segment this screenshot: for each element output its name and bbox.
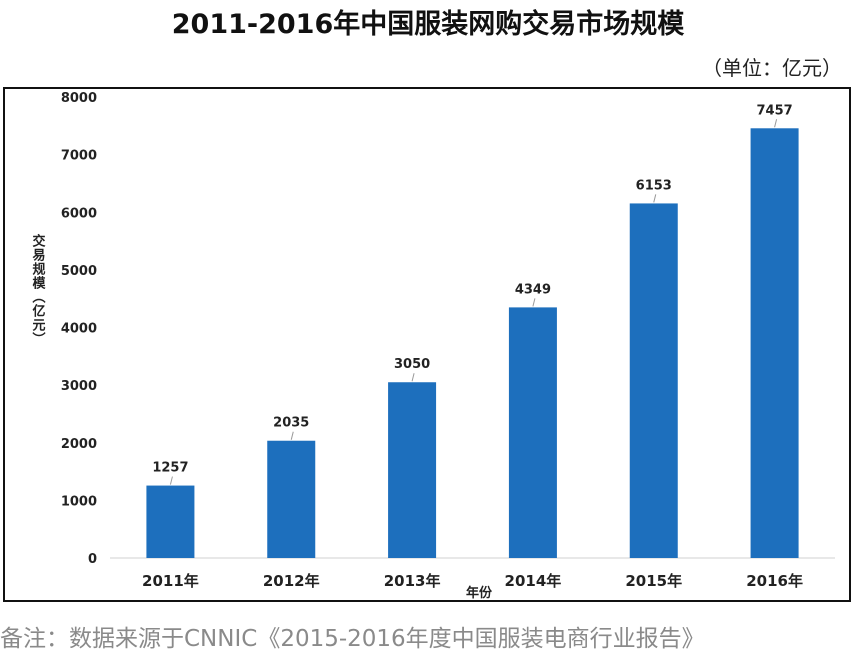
x-tick-labels: 2011年 2012年 2013年 2014年 2015年 2016年: [142, 572, 803, 590]
y-tick-label: 4000: [61, 322, 97, 337]
label-leader-line: [774, 119, 778, 128]
bar: [267, 440, 316, 558]
data-label: 4349: [515, 282, 551, 297]
y-tick-label: 3000: [61, 379, 97, 394]
source-note: 备注：数据来源于CNNIC《2015-2016年度中国服装电商行业报告》: [0, 626, 705, 652]
y-tick-label: 2000: [61, 437, 97, 452]
y-tick-labels: 0 1000 2000 3000 4000 5000 6000 7000 8000: [61, 91, 97, 567]
x-axis-title: 年份: [466, 585, 493, 600]
bar: [508, 307, 557, 558]
x-tick-label: 2015年: [625, 572, 682, 590]
data-label: 2035: [273, 416, 309, 431]
data-label: 7457: [756, 103, 792, 118]
x-tick-label: 2012年: [263, 572, 320, 590]
y-tick-label: 0: [88, 552, 97, 567]
y-tick-label: 6000: [61, 206, 97, 221]
label-leader-line: [653, 194, 657, 203]
bars: [146, 128, 799, 558]
label-leaders: [169, 119, 778, 485]
data-label: 6153: [636, 178, 672, 193]
y-tick-label: 8000: [61, 91, 97, 106]
data-label: 3050: [394, 357, 430, 372]
unit-label: （单位：亿元）: [702, 56, 842, 80]
x-tick-label: 2014年: [505, 572, 562, 590]
x-tick-label: 2011年: [142, 572, 199, 590]
bar: [146, 485, 195, 558]
y-tick-label: 1000: [61, 494, 97, 509]
y-axis-title: 交易规模（亿元）: [30, 233, 47, 346]
chart-title: 2011-2016年中国服装网购交易市场规模: [171, 9, 685, 40]
bar-chart: 0 1000 2000 3000 4000 5000 6000 7000 8000 1257 20…: [30, 91, 835, 600]
data-label: 1257: [152, 461, 188, 476]
y-tick-label: 7000: [61, 149, 97, 164]
bar: [388, 382, 437, 558]
bar: [750, 128, 799, 558]
label-leader-line: [290, 431, 294, 440]
x-tick-label: 2013年: [384, 572, 441, 590]
label-leader-line: [411, 373, 415, 382]
chart-frame: 0 1000 2000 3000 4000 5000 6000 7000 8000 1257 20…: [3, 87, 851, 602]
bar: [629, 203, 678, 558]
label-leader-line: [532, 298, 536, 307]
data-labels: 1257 2035 3050 4349 6153 7457: [152, 103, 792, 475]
x-tick-label: 2016年: [746, 572, 803, 590]
y-tick-label: 5000: [61, 264, 97, 279]
label-leader-line: [169, 476, 173, 485]
